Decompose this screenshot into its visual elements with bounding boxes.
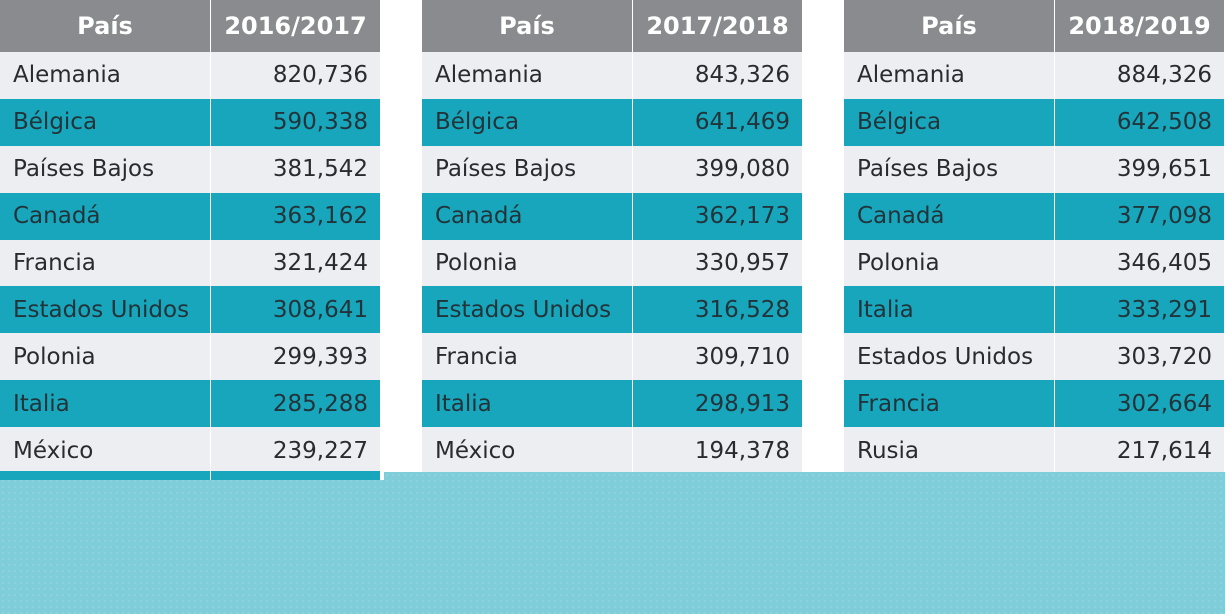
value-cell: 399,651 bbox=[1116, 156, 1212, 183]
table-row: Polonia 346,405 bbox=[844, 239, 1224, 287]
country-cell: Alemania bbox=[844, 52, 1055, 99]
country-cell: Polonia bbox=[844, 239, 1055, 287]
table-row: Canadá 363,162 bbox=[0, 192, 380, 240]
value-cell: 298,913 bbox=[694, 390, 790, 417]
country-cell: Polonia bbox=[422, 239, 633, 287]
country-cell: Francia bbox=[422, 333, 633, 381]
country-cell: Bélgica bbox=[422, 98, 633, 146]
table-row: Bélgica 642,508 bbox=[844, 98, 1224, 146]
cutoff-cell bbox=[0, 471, 211, 480]
table-2018-2019: País 2018/2019 Alemania 884,326 Bélgica 64… bbox=[844, 0, 1224, 475]
value-cell: 884,326 bbox=[1116, 62, 1212, 89]
value-cell: 346,405 bbox=[1116, 250, 1212, 276]
country-cell: Países Bajos bbox=[0, 145, 211, 193]
value-cell: 321,424 bbox=[272, 250, 368, 276]
table-row: Países Bajos 399,651 bbox=[844, 145, 1224, 193]
value-cell: 333,291 bbox=[1116, 296, 1212, 323]
header-country: País bbox=[0, 0, 211, 52]
country-cell: Italia bbox=[0, 380, 211, 428]
table-row: Polonia 299,393 bbox=[0, 333, 380, 381]
table-row: Polonia 330,957 bbox=[422, 239, 802, 287]
table-header: País 2018/2019 bbox=[844, 0, 1224, 52]
value-cell: 309,710 bbox=[694, 343, 790, 370]
country-cell: Estados Unidos bbox=[422, 286, 633, 334]
value-cell: 299,393 bbox=[272, 343, 368, 370]
value-cell: 381,542 bbox=[272, 156, 368, 183]
country-cell: Bélgica bbox=[844, 98, 1055, 146]
value-cell: 330,957 bbox=[694, 250, 790, 276]
table-row: Alemania 843,326 bbox=[422, 52, 802, 99]
cutoff-cell bbox=[211, 471, 380, 480]
table-2016-2017: País 2016/2017 Alemania 820,736 Bélgica 59… bbox=[0, 0, 380, 475]
header-year: 2016/2017 bbox=[224, 12, 367, 40]
country-cell: Estados Unidos bbox=[0, 286, 211, 334]
table-row: Países Bajos 399,080 bbox=[422, 145, 802, 193]
value-cell: 641,469 bbox=[694, 109, 790, 136]
country-cell: Estados Unidos bbox=[844, 333, 1055, 381]
value-cell: 303,720 bbox=[1116, 343, 1212, 370]
header-country: País bbox=[422, 0, 633, 52]
table-row: Estados Unidos 308,641 bbox=[0, 286, 380, 334]
table-header: País 2017/2018 bbox=[422, 0, 802, 52]
table-row: Francia 321,424 bbox=[0, 239, 380, 287]
country-cell: Italia bbox=[422, 380, 633, 428]
header-country: País bbox=[844, 0, 1055, 52]
table-row: Bélgica 641,469 bbox=[422, 98, 802, 146]
value-cell: 217,614 bbox=[1116, 437, 1212, 464]
table-row: Países Bajos 381,542 bbox=[0, 145, 380, 193]
table-row-cutoff bbox=[0, 471, 380, 480]
value-cell: 377,098 bbox=[1116, 203, 1212, 230]
table-row: Francia 309,710 bbox=[422, 333, 802, 381]
country-cell: México bbox=[0, 427, 211, 475]
table-2017-2018: País 2017/2018 Alemania 843,326 Bélgica 64… bbox=[422, 0, 802, 475]
header-year: 2018/2019 bbox=[1068, 12, 1211, 40]
decorative-band bbox=[0, 472, 1225, 614]
table-row: Rusia 217,614 bbox=[844, 427, 1224, 475]
country-cell: Francia bbox=[844, 380, 1055, 428]
table-row: Italia 333,291 bbox=[844, 286, 1224, 334]
table-row: Francia 302,664 bbox=[844, 380, 1224, 428]
value-cell: 362,173 bbox=[694, 203, 790, 230]
country-cell: Canadá bbox=[422, 192, 633, 240]
country-cell: Canadá bbox=[844, 192, 1055, 240]
table-row: Italia 298,913 bbox=[422, 380, 802, 428]
country-cell: México bbox=[422, 427, 633, 475]
table-row: Italia 285,288 bbox=[0, 380, 380, 428]
table-row: Estados Unidos 316,528 bbox=[422, 286, 802, 334]
country-cell: Alemania bbox=[422, 52, 633, 99]
value-cell: 590,338 bbox=[272, 109, 368, 136]
country-cell: Canadá bbox=[0, 192, 211, 240]
value-cell: 302,664 bbox=[1116, 390, 1212, 417]
country-cell: Francia bbox=[0, 239, 211, 287]
country-cell: Italia bbox=[844, 286, 1055, 334]
value-cell: 308,641 bbox=[272, 296, 368, 323]
value-cell: 843,326 bbox=[694, 62, 790, 89]
table-row: Estados Unidos 303,720 bbox=[844, 333, 1224, 381]
value-cell: 194,378 bbox=[694, 437, 790, 464]
table-row: Alemania 884,326 bbox=[844, 52, 1224, 99]
value-cell: 316,528 bbox=[694, 296, 790, 323]
country-cell: Países Bajos bbox=[422, 145, 633, 193]
country-cell: Países Bajos bbox=[844, 145, 1055, 193]
table-row: Canadá 377,098 bbox=[844, 192, 1224, 240]
table-row: Bélgica 590,338 bbox=[0, 98, 380, 146]
value-cell: 363,162 bbox=[272, 203, 368, 230]
country-cell: Rusia bbox=[844, 427, 1055, 475]
value-cell: 399,080 bbox=[694, 156, 790, 183]
country-cell: Bélgica bbox=[0, 98, 211, 146]
value-cell: 642,508 bbox=[1116, 109, 1212, 136]
table-row: México 239,227 bbox=[0, 427, 380, 475]
band-edge bbox=[380, 472, 384, 480]
table-row: Alemania 820,736 bbox=[0, 52, 380, 99]
table-header: País 2016/2017 bbox=[0, 0, 380, 52]
country-cell: Alemania bbox=[0, 52, 211, 99]
value-cell: 285,288 bbox=[272, 390, 368, 417]
table-row: Canadá 362,173 bbox=[422, 192, 802, 240]
header-year: 2017/2018 bbox=[646, 12, 789, 40]
table-row: México 194,378 bbox=[422, 427, 802, 475]
country-cell: Polonia bbox=[0, 333, 211, 381]
value-cell: 820,736 bbox=[272, 62, 368, 89]
value-cell: 239,227 bbox=[272, 437, 368, 464]
